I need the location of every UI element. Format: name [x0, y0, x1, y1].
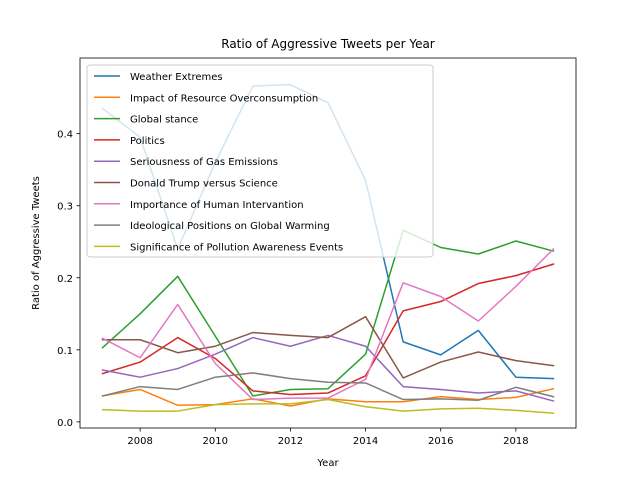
axes-frame — [79, 57, 577, 429]
legend-entry-7: Importance of Human Intervantion — [130, 200, 304, 211]
legend-box — [86, 64, 434, 258]
y-tick-label: 0.3 — [57, 202, 73, 213]
legend: Weather Extremes Impact of Resource Overc… — [86, 64, 434, 258]
chart-title: Ratio of Aggressive Tweets per Year — [221, 37, 435, 51]
x-tick-label: 2016 — [428, 436, 453, 447]
y-axis-label: Ratio of Aggressive Tweets — [31, 176, 42, 310]
x-axis-label: Year — [316, 458, 339, 469]
y-tick-label: 0.4 — [57, 130, 73, 141]
legend-entry-3: Global stance — [130, 115, 198, 126]
legend-entry-8: Ideological Positions on Global Warming — [130, 221, 330, 232]
x-tick-label: 2012 — [278, 436, 303, 447]
series-line-5 — [101, 334, 555, 402]
legend-entry-9: Significance of Pollution Awareness Even… — [130, 242, 343, 253]
series-line-8 — [101, 372, 555, 402]
series-line-6 — [101, 315, 555, 379]
x-axis: 2008 2010 2012 2014 2016 2018 — [127, 428, 529, 447]
x-tick-label: 2008 — [127, 436, 152, 447]
y-tick-label: 0.0 — [57, 418, 73, 429]
x-tick-label: 2014 — [353, 436, 378, 447]
x-tick-label: 2010 — [203, 436, 228, 447]
series-line-7 — [101, 247, 555, 401]
legend-entry-5: Seriousness of Gas Emissions — [130, 157, 278, 168]
y-tick-label: 0.2 — [57, 274, 73, 285]
y-tick-label: 0.1 — [57, 346, 73, 357]
series-line-9 — [101, 398, 555, 415]
x-tick-label: 2018 — [503, 436, 528, 447]
legend-entry-6: Donald Trump versus Science — [130, 179, 278, 190]
legend-entry-4: Politics — [130, 136, 165, 147]
y-axis: 0.0 0.1 0.2 0.3 0.4 — [57, 130, 80, 429]
series-line-4 — [101, 263, 555, 396]
legend-entry-1: Weather Extremes — [130, 72, 223, 83]
series-line-3 — [101, 229, 555, 397]
legend-entry-2: Impact of Resource Overconsumption — [130, 93, 318, 104]
